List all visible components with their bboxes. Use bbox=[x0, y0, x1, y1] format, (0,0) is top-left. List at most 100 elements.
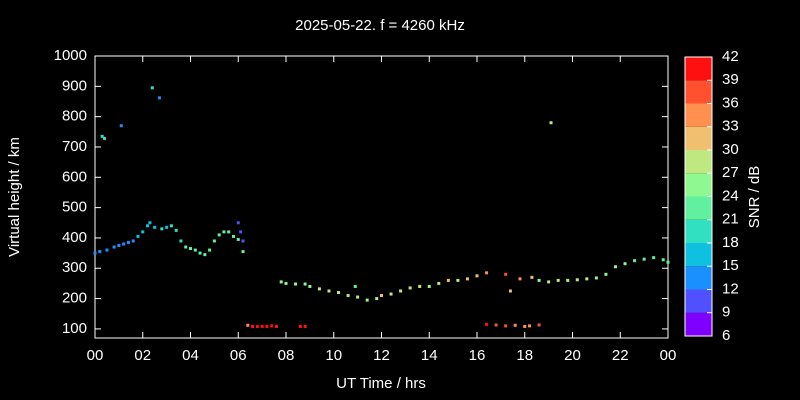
y-tick-label: 600 bbox=[62, 168, 87, 185]
point bbox=[298, 324, 302, 328]
point bbox=[549, 121, 553, 125]
x-tick-label: 16 bbox=[469, 347, 486, 364]
colorbar-band bbox=[685, 312, 712, 336]
colorbar-tick-label: 21 bbox=[722, 211, 739, 228]
x-tick-label: 06 bbox=[230, 347, 247, 364]
colorbar-tick-label: 30 bbox=[722, 141, 739, 158]
point bbox=[456, 278, 460, 282]
y-tick-label: 1000 bbox=[54, 47, 87, 64]
point bbox=[236, 221, 240, 225]
point bbox=[623, 262, 627, 266]
point bbox=[485, 322, 489, 326]
point bbox=[131, 239, 135, 243]
point bbox=[241, 250, 245, 254]
point bbox=[231, 234, 235, 238]
point bbox=[518, 277, 522, 281]
colorbar-label: SNR / dB bbox=[746, 166, 763, 229]
point bbox=[666, 260, 670, 264]
y-axis-label: Virtual height / km bbox=[6, 137, 23, 257]
chart-title: 2025-05-22. f = 4260 kHz bbox=[295, 17, 465, 34]
point bbox=[575, 278, 579, 282]
point bbox=[93, 251, 97, 255]
point bbox=[165, 225, 169, 229]
point bbox=[203, 253, 207, 257]
y-tick-label: 900 bbox=[62, 77, 87, 94]
colorbar-tick-label: 9 bbox=[722, 304, 730, 321]
colorbar-band bbox=[685, 243, 712, 267]
point bbox=[528, 324, 532, 328]
point bbox=[153, 225, 157, 229]
x-tick-label: 00 bbox=[660, 347, 677, 364]
point bbox=[346, 294, 350, 298]
point bbox=[365, 298, 369, 302]
point bbox=[465, 277, 469, 281]
point bbox=[222, 230, 226, 234]
y-tick-label: 700 bbox=[62, 138, 87, 155]
point bbox=[103, 136, 107, 140]
point bbox=[642, 257, 646, 261]
point bbox=[475, 274, 479, 278]
point bbox=[112, 245, 116, 249]
point bbox=[337, 291, 341, 295]
point bbox=[613, 265, 617, 269]
colorbar-tick-label: 18 bbox=[722, 234, 739, 251]
point bbox=[279, 280, 283, 284]
colorbar-tick-label: 36 bbox=[722, 94, 739, 111]
point bbox=[146, 224, 150, 228]
point bbox=[566, 278, 570, 282]
x-axis-label: UT Time / hrs bbox=[336, 375, 426, 392]
point bbox=[380, 294, 383, 298]
point bbox=[547, 280, 551, 284]
point bbox=[169, 224, 173, 228]
point bbox=[198, 251, 202, 255]
x-tick-label: 04 bbox=[182, 347, 199, 364]
point bbox=[485, 271, 489, 275]
point bbox=[189, 247, 192, 251]
point bbox=[427, 284, 431, 288]
point bbox=[513, 323, 517, 327]
point bbox=[317, 287, 321, 291]
x-tick-label: 08 bbox=[278, 347, 295, 364]
point bbox=[208, 248, 212, 252]
point bbox=[193, 248, 197, 252]
colorbar-tick-label: 15 bbox=[722, 257, 739, 274]
point bbox=[105, 248, 109, 252]
x-tick-label: 14 bbox=[421, 347, 438, 364]
point bbox=[117, 244, 121, 248]
point bbox=[303, 282, 307, 286]
plot-frame bbox=[94, 55, 669, 339]
point bbox=[157, 96, 161, 100]
point bbox=[136, 234, 140, 238]
colorbar-tick-label: 39 bbox=[722, 71, 739, 88]
colorbar-tick-label: 27 bbox=[722, 164, 739, 181]
point bbox=[160, 227, 164, 231]
colorbar-tick-label: 12 bbox=[722, 280, 739, 297]
point bbox=[141, 230, 145, 234]
point bbox=[303, 324, 307, 328]
colorbar-band bbox=[685, 103, 712, 127]
point bbox=[284, 281, 288, 285]
point bbox=[661, 258, 665, 262]
x-tick-label: 10 bbox=[325, 347, 342, 364]
y-tick-label: 400 bbox=[62, 229, 87, 246]
point bbox=[494, 323, 498, 327]
point bbox=[274, 324, 278, 328]
point bbox=[241, 239, 245, 243]
point bbox=[236, 237, 240, 241]
point bbox=[437, 281, 441, 285]
point bbox=[148, 221, 152, 225]
colorbar-band bbox=[685, 289, 712, 313]
point bbox=[408, 286, 412, 290]
colorbar-tick-label: 42 bbox=[722, 48, 739, 65]
x-tick-label: 22 bbox=[612, 347, 629, 364]
colorbar-band bbox=[685, 196, 712, 220]
point bbox=[356, 295, 360, 299]
colorbar-band bbox=[685, 150, 712, 174]
point bbox=[308, 284, 312, 288]
x-tick-label: 18 bbox=[516, 347, 533, 364]
colorbar-band bbox=[685, 80, 712, 104]
x-tick-label: 02 bbox=[134, 347, 151, 364]
point bbox=[508, 289, 512, 293]
x-tick-label: 00 bbox=[87, 347, 104, 364]
point bbox=[251, 324, 255, 328]
